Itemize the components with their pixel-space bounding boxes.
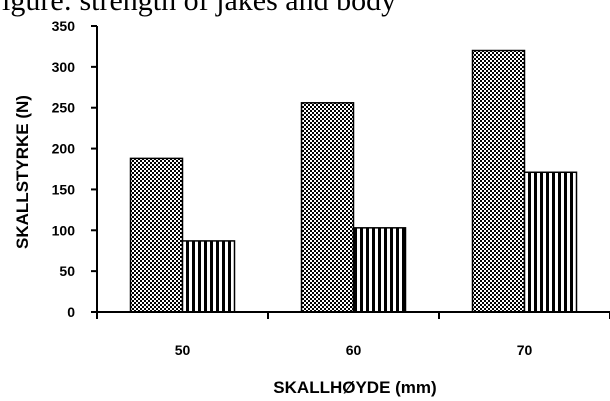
y-tick-label: 100 [52,222,76,238]
y-tick-label: 50 [59,263,75,279]
y-axis-ticks: 0 50 100 150 200 250 300 350 [52,18,97,320]
y-tick-label: 0 [67,304,75,320]
top-caption: igure: strength of jakes and body [2,0,397,17]
y-tick-label: 300 [52,59,76,75]
bars-group [129,49,578,313]
bar-series-1-50 [129,157,184,313]
x-axis-ticks: 50 60 70 [96,312,610,358]
y-axis-title: SKALLSTYRKE (N) [13,95,32,249]
x-axis-title: SKALLHØYDE (mm) [273,378,436,397]
bar-series-1-70 [471,49,526,313]
bar-series-2-70 [523,171,578,313]
bar-series-1-60 [300,102,355,313]
x-tick-label: 60 [346,342,362,358]
bar-series-2-60 [352,227,407,313]
y-tick-label: 150 [52,181,76,197]
y-tick-label: 200 [52,141,76,157]
x-tick-label: 70 [517,342,533,358]
y-tick-label: 350 [52,18,76,34]
y-tick-label: 250 [52,100,76,116]
x-tick-label: 50 [175,342,191,358]
bar-series-2-50 [181,240,236,313]
